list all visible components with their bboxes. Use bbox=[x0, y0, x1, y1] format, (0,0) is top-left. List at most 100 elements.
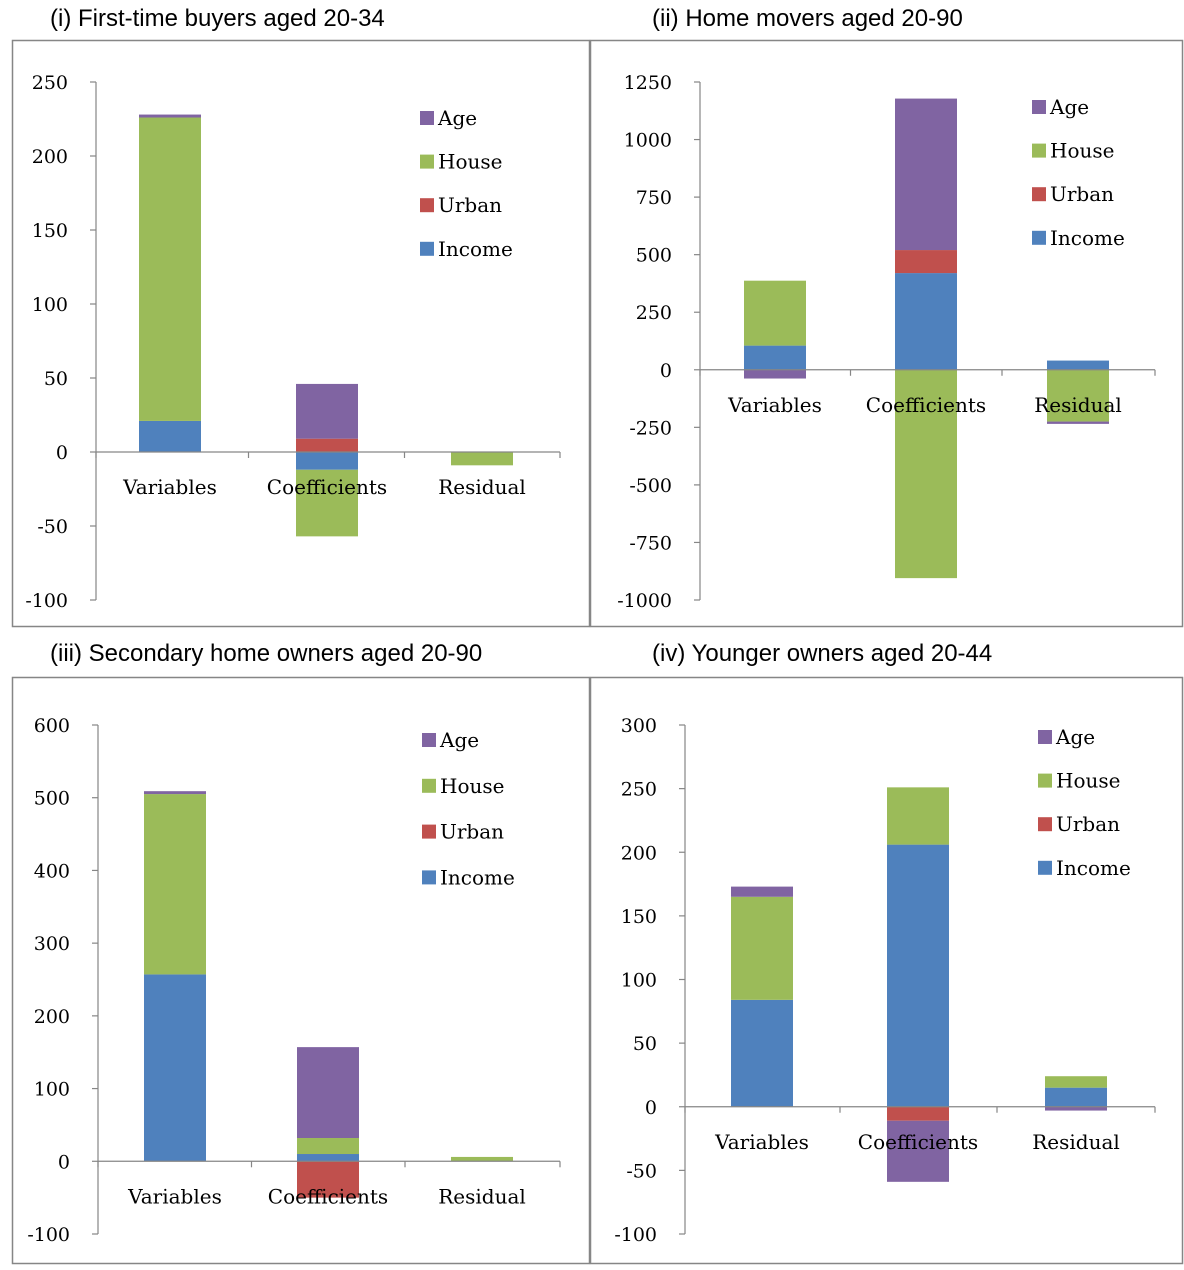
x-category-label: Residual bbox=[438, 1184, 526, 1208]
x-category-label: Variables bbox=[122, 475, 217, 499]
bar-urban-coefficients bbox=[895, 250, 957, 274]
legend-label-age: Age bbox=[439, 728, 479, 752]
x-category-label: Variables bbox=[727, 393, 822, 417]
legend-label-house: House bbox=[1056, 769, 1120, 793]
bar-house-coefficients bbox=[296, 469, 358, 537]
bar-income-residual bbox=[1047, 360, 1109, 370]
legend-label-age: Age bbox=[437, 106, 477, 130]
bar-urban-coefficients bbox=[887, 1106, 949, 1121]
y-tick-label: -1000 bbox=[617, 590, 672, 612]
legend-swatch-house bbox=[420, 154, 434, 169]
bar-house-residual bbox=[451, 452, 513, 466]
bar-income-variables bbox=[144, 974, 206, 1162]
legend-label-age: Age bbox=[1055, 725, 1095, 749]
legend-label-income: Income bbox=[1050, 226, 1125, 250]
y-tick-label: 250 bbox=[636, 302, 672, 324]
bar-age-coefficients bbox=[887, 1120, 949, 1182]
y-tick-label: 100 bbox=[34, 1079, 70, 1101]
y-tick-label: -750 bbox=[629, 532, 672, 554]
bar-age-coefficients bbox=[297, 1047, 359, 1139]
legend-swatch-age bbox=[420, 111, 434, 125]
bar-age-coefficients bbox=[296, 383, 358, 439]
bar-house-coefficients bbox=[297, 1138, 359, 1155]
y-tick-label: 200 bbox=[34, 1006, 70, 1028]
y-tick-label: 500 bbox=[34, 788, 70, 810]
bar-income-coefficients bbox=[297, 1154, 359, 1162]
x-category-label: Coefficients bbox=[267, 475, 387, 499]
legend-swatch-age bbox=[1032, 100, 1046, 114]
y-tick-label: 250 bbox=[32, 72, 68, 94]
legend-label-income: Income bbox=[440, 865, 515, 889]
legend-swatch-urban bbox=[422, 824, 436, 839]
bar-house-variables bbox=[744, 280, 806, 346]
x-category-label: Residual bbox=[438, 475, 526, 499]
bar-age-coefficients bbox=[895, 98, 957, 251]
legend-label-house: House bbox=[440, 774, 504, 798]
chart-panel-1: 250 200 150 100 50 0 -50 -100 Variables Coefficie… bbox=[11, 39, 591, 628]
legend-swatch-house bbox=[422, 778, 436, 793]
x-category-label: Coefficients bbox=[866, 393, 986, 417]
y-tick-label: 300 bbox=[621, 715, 657, 737]
x-category-label: Variables bbox=[714, 1130, 809, 1154]
bar-income-variables bbox=[731, 999, 793, 1107]
chart-title-1: (i) First-time buyers aged 20-34 bbox=[50, 5, 385, 32]
chart-frame bbox=[11, 39, 591, 628]
legend-label-urban: Urban bbox=[440, 820, 504, 844]
y-tick-label: 250 bbox=[621, 779, 657, 801]
y-tick-label: 1000 bbox=[624, 130, 672, 152]
bar-age-residual bbox=[1045, 1106, 1107, 1111]
bar-house-residual bbox=[1045, 1076, 1107, 1088]
legend-label-income: Income bbox=[1056, 856, 1131, 880]
legend-label-urban: Urban bbox=[1050, 182, 1114, 206]
legend-swatch-house bbox=[1032, 143, 1046, 158]
legend-label-house: House bbox=[438, 150, 502, 174]
legend-swatch-urban bbox=[1032, 187, 1046, 202]
chart-panel-4: 300 250 200 150 100 50 0 -50 -100 Variables Coeffi… bbox=[589, 676, 1184, 1265]
legend-swatch-house bbox=[1038, 773, 1052, 788]
bar-income-coefficients bbox=[887, 844, 949, 1107]
y-tick-label: -100 bbox=[25, 590, 68, 612]
y-tick-label: 1250 bbox=[624, 72, 672, 94]
y-tick-label: 50 bbox=[633, 1033, 657, 1055]
legend-swatch-income bbox=[1038, 860, 1052, 875]
legend-swatch-income bbox=[420, 241, 434, 256]
y-tick-label: 150 bbox=[621, 906, 657, 928]
y-tick-label: 500 bbox=[636, 245, 672, 267]
legend-label-house: House bbox=[1050, 139, 1114, 163]
chart-panel-2: 1250 1000 750 500 250 0 -250 -500 -750 -1000 Varia… bbox=[589, 39, 1184, 628]
legend-label-urban: Urban bbox=[1056, 812, 1120, 836]
y-tick-label: 50 bbox=[44, 368, 68, 390]
bar-income-variables bbox=[139, 420, 201, 452]
x-category-label: Variables bbox=[127, 1184, 222, 1208]
y-tick-label: 300 bbox=[34, 933, 70, 955]
bar-house-variables bbox=[731, 896, 793, 1000]
y-tick-label: 0 bbox=[56, 442, 68, 464]
bar-house-coefficients bbox=[887, 787, 949, 845]
y-tick-label: -500 bbox=[629, 475, 672, 497]
y-tick-label: 0 bbox=[645, 1097, 657, 1119]
bar-income-variables bbox=[744, 345, 806, 370]
y-tick-label: 200 bbox=[621, 842, 657, 864]
y-tick-label: 0 bbox=[660, 360, 672, 382]
bar-income-residual bbox=[1045, 1087, 1107, 1107]
bar-urban-coefficients bbox=[296, 438, 358, 452]
chart-title-3: (iii) Secondary home owners aged 20-90 bbox=[50, 640, 483, 667]
legend-label-age: Age bbox=[1049, 95, 1089, 119]
legend-swatch-urban bbox=[1038, 817, 1052, 832]
bar-age-variables bbox=[731, 886, 793, 897]
chart-title-2: (ii) Home movers aged 20-90 bbox=[652, 5, 963, 32]
y-tick-label: -100 bbox=[614, 1224, 657, 1246]
y-tick-label: 400 bbox=[34, 860, 70, 882]
bar-age-residual bbox=[1047, 421, 1109, 424]
bar-age-variables bbox=[144, 791, 206, 795]
y-tick-label: 150 bbox=[32, 220, 68, 242]
chart-frame bbox=[589, 676, 1184, 1265]
y-tick-label: -50 bbox=[626, 1160, 657, 1182]
y-tick-label: 100 bbox=[621, 970, 657, 992]
bar-urban-coefficients bbox=[297, 1161, 359, 1198]
legend-swatch-age bbox=[422, 733, 436, 747]
y-tick-label: 0 bbox=[58, 1151, 70, 1173]
bar-age-variables bbox=[139, 114, 201, 118]
x-category-label: Residual bbox=[1032, 1130, 1120, 1154]
